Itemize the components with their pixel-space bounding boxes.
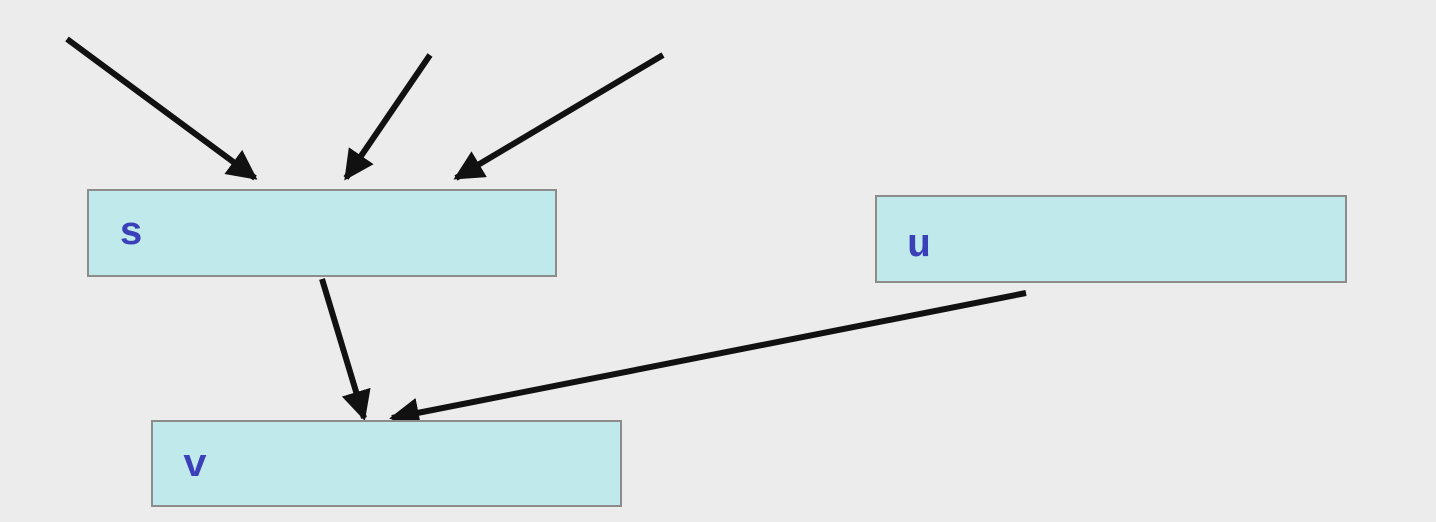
edge-incoming-1-to-s <box>65 36 258 181</box>
node-s-label: s <box>119 212 144 257</box>
node-u: u <box>875 195 1347 283</box>
node-u-label: u <box>907 224 932 269</box>
edge-incoming-3-to-s <box>453 52 665 181</box>
edge-u-to-v <box>389 290 1027 428</box>
edge-incoming-2-to-s <box>343 53 433 181</box>
node-v: v <box>151 420 622 507</box>
node-s: s <box>87 189 557 277</box>
edge-s-to-v <box>319 278 371 421</box>
node-v-label: v <box>183 444 208 489</box>
